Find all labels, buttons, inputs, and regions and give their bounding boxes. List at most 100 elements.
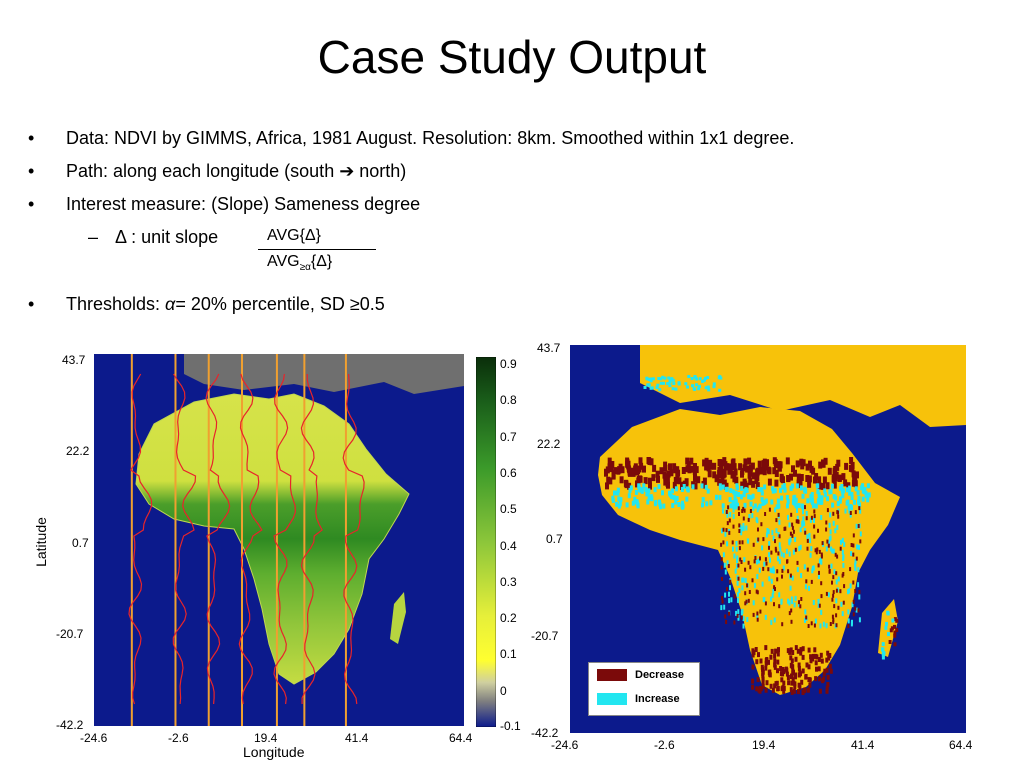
decrease-pixel [611,471,616,479]
decrease-pixel [790,689,794,695]
increase-pixel [736,557,739,563]
decrease-pixel [789,647,793,653]
increase-pixel [740,610,743,616]
decrease-pixel [844,462,849,470]
decrease-pixel [744,591,747,596]
decrease-pixel [793,469,797,477]
decrease-pixel [738,546,741,551]
increase-pixel [881,642,885,647]
decrease-pixel [858,506,861,511]
decrease-pixel [789,687,793,693]
increase-pixel [629,485,633,491]
decrease-pixel [751,648,755,654]
decrease-pixel [761,460,766,468]
increase-pixel [856,490,860,496]
decrease-pixel [836,459,841,467]
increase-pixel [694,383,698,387]
decrease-pixel [821,459,825,467]
decrease-pixel [820,658,824,664]
increase-pixel [858,544,860,550]
decrease-pixel [827,655,831,661]
change-legend: Decrease Increase [588,662,700,716]
increase-pixel [809,497,813,503]
decrease-pixel [748,590,751,594]
decrease-pixel [707,470,712,478]
decrease-pixel [751,472,756,480]
increase-pixel [651,377,655,381]
decrease-pixel [801,654,805,660]
increase-pixel [804,609,807,615]
decrease-pixel [789,573,792,578]
decrease-pixel [837,510,839,515]
decrease-pixel [832,593,835,598]
decrease-pixel [767,478,772,486]
decrease-pixel [778,534,781,539]
increase-pixel [788,522,791,528]
decrease-pixel [826,682,830,687]
increase-pixel [634,490,638,495]
decrease-pixel [823,668,827,674]
increase-pixel [724,592,727,598]
decrease-pixel [753,559,756,564]
decrease-pixel [809,654,813,660]
decrease-pixel [684,481,689,488]
decrease-pixel [693,475,698,483]
increase-pixel [836,501,840,507]
increase-pixel [794,497,798,503]
decrease-pixel [717,478,722,486]
decrease-pixel [808,677,812,683]
decrease-pixel [822,476,827,484]
increase-pixel [861,488,865,494]
increase-pixel [690,377,694,380]
increase-pixel [838,498,842,504]
increase-pixel [771,530,774,536]
decrease-pixel [773,658,777,664]
decrease-pixel [762,468,767,476]
increase-pixel [647,383,651,387]
decrease-pixel [656,475,660,483]
decrease-pixel [813,476,817,484]
decrease-pixel [756,617,759,622]
decrease-pixel [732,463,737,471]
decrease-pixel [720,542,723,547]
increase-pixel [706,488,710,494]
increase-pixel [772,588,775,594]
increase-pixel [823,488,827,494]
decrease-pixel [757,460,762,468]
increase-pixel [786,498,790,504]
increase-pixel [756,613,759,619]
profile-trace [205,373,231,705]
decrease-pixel [761,676,765,682]
increase-pixel [840,539,842,545]
increase-pixel [723,604,726,610]
increase-pixel [820,499,824,505]
decrease-pixel [805,516,808,521]
increase-pixel [841,611,844,617]
increase-pixel [692,387,696,391]
increase-pixel [638,487,642,493]
decrease-pixel [809,465,814,473]
increase-pixel [763,561,766,567]
increase-pixel [724,569,727,575]
threshold-prefix: Thresholds: [66,294,166,314]
decrease-pixel [799,647,803,653]
decrease-pixel [831,474,836,482]
increase-pixel [619,497,623,503]
decrease-pixel [762,566,765,571]
legend-swatch [597,669,627,682]
decrease-pixel [764,463,769,471]
increase-pixel [735,610,738,616]
decrease-pixel [759,658,763,664]
decrease-pixel [606,476,611,484]
decrease-pixel [651,474,656,482]
decrease-pixel [793,681,797,687]
decrease-pixel [635,480,639,488]
decrease-pixel [826,674,830,680]
increase-pixel [854,562,857,568]
decrease-pixel [786,648,790,654]
increase-pixel [848,588,851,594]
decrease-pixel [618,463,623,471]
increase-pixel [647,488,651,494]
increase-pixel [732,546,734,552]
increase-pixel [720,605,723,611]
